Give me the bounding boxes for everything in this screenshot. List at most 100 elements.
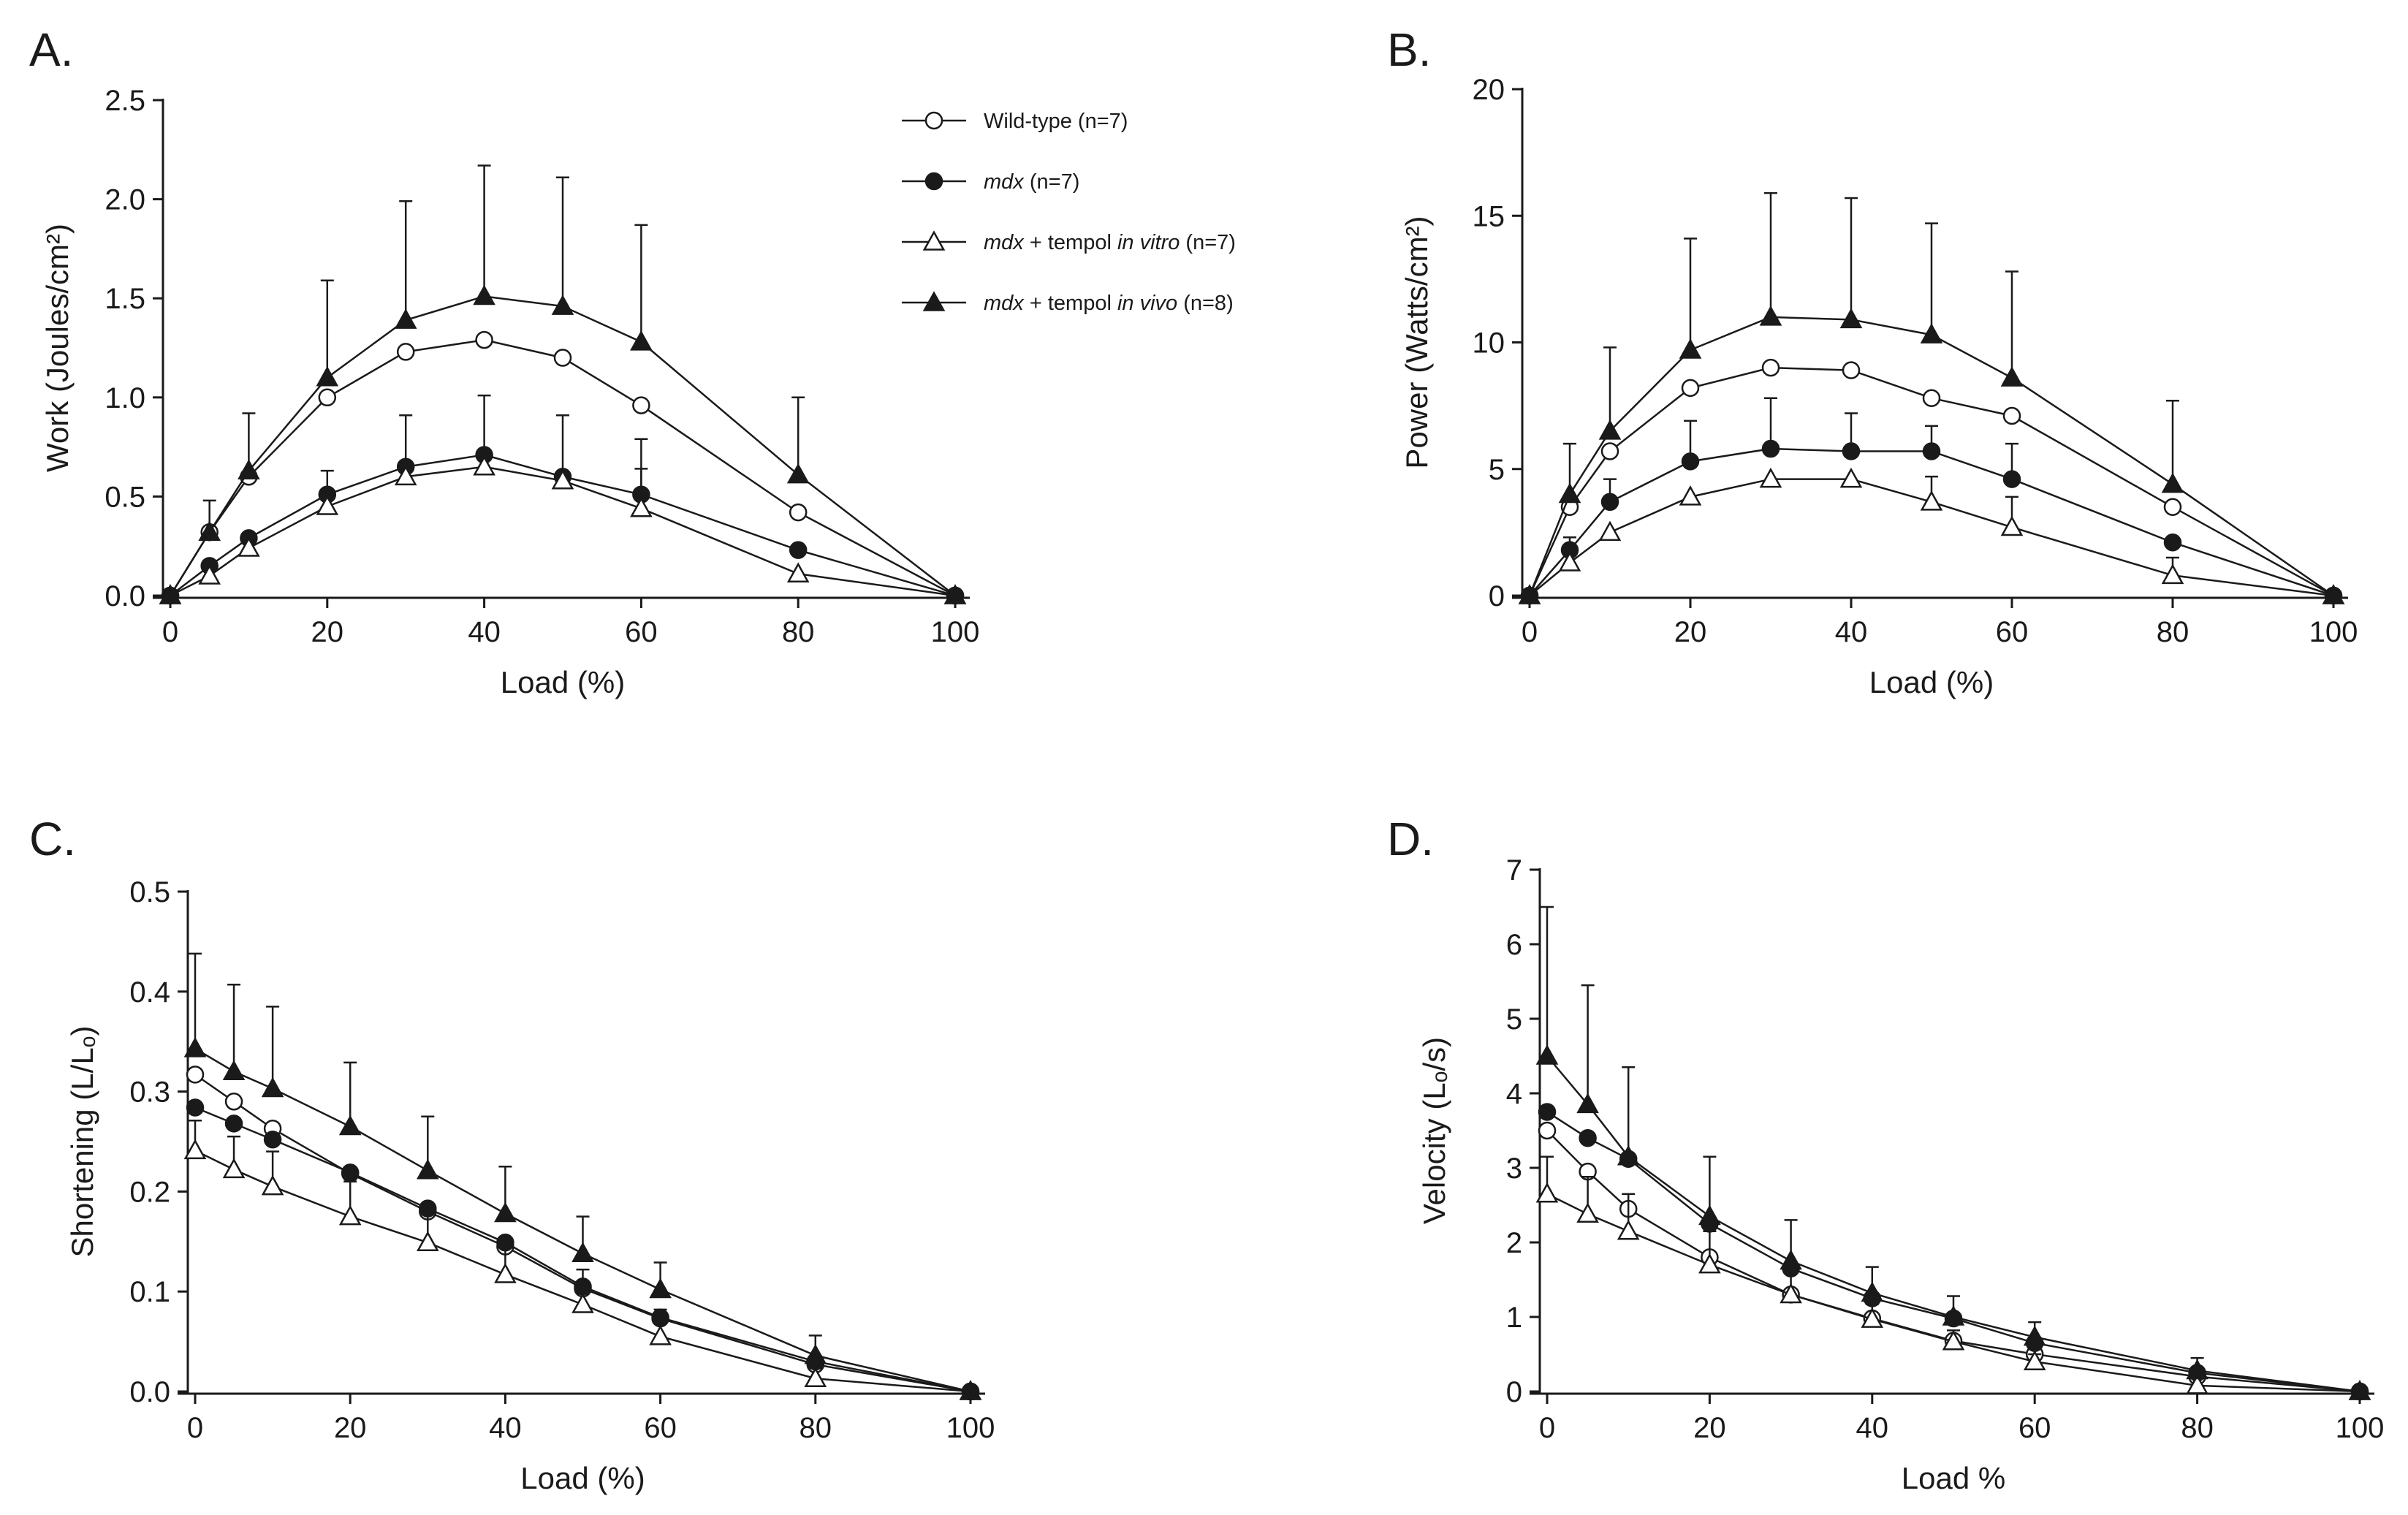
x-axis-title: Load (%) xyxy=(520,1461,645,1495)
data-point xyxy=(2161,472,2184,493)
x-tick-label: 0 xyxy=(162,616,178,648)
data-point xyxy=(1538,1103,1557,1121)
series-2 xyxy=(161,394,965,605)
legend-label-text: (n=8) xyxy=(1177,292,1234,315)
data-point xyxy=(263,1131,282,1149)
data-point xyxy=(1922,442,1941,460)
series-4 xyxy=(1535,905,2371,1400)
y-tick-label: 3 xyxy=(1506,1153,1522,1185)
x-tick-label: 60 xyxy=(1996,616,2029,648)
legend-marker xyxy=(922,230,946,251)
chart-panel-3: C. 0.0 0.1 0.2 0.3 0.4 0.5 0 20 40 60 80 100 Load (%)… xyxy=(29,813,995,1495)
data-point xyxy=(1920,490,1943,511)
legend-label-italic: in vivo xyxy=(1117,292,1177,315)
data-point xyxy=(1759,305,1782,326)
data-point xyxy=(2002,470,2021,488)
data-point xyxy=(789,541,808,559)
data-point xyxy=(2023,1350,2046,1371)
legend-entry: mdx (n=7) xyxy=(902,170,1079,194)
data-point xyxy=(804,1367,827,1388)
series-4 xyxy=(159,164,967,604)
data-point xyxy=(396,343,415,361)
data-point xyxy=(1780,1283,1802,1304)
panel-letter: C. xyxy=(29,813,76,865)
series-line xyxy=(169,295,956,596)
y-tick-label: 0.3 xyxy=(129,1077,170,1109)
series-line xyxy=(170,454,956,597)
y-tick-label: 1.0 xyxy=(105,382,145,414)
y-tick-label: 0.0 xyxy=(105,580,145,612)
series-line xyxy=(170,466,956,597)
x-tick-label: 20 xyxy=(1693,1412,1726,1444)
data-point xyxy=(2163,533,2182,552)
data-point xyxy=(159,584,182,604)
legend-marker xyxy=(922,291,946,311)
series-line xyxy=(1546,1193,2360,1393)
data-point xyxy=(1576,1093,1599,1114)
legend-label-text: + tempol xyxy=(1024,292,1117,315)
y-tick-label: 0 xyxy=(1489,580,1505,612)
series-4 xyxy=(1518,191,2345,604)
y-tick-label: 2 xyxy=(1506,1227,1522,1259)
y-tick-label: 0.2 xyxy=(129,1176,170,1208)
data-point xyxy=(943,584,967,604)
legend-label: Wild-type (n=7) xyxy=(984,110,1128,133)
data-point xyxy=(1842,442,1861,460)
data-point xyxy=(222,1158,246,1179)
data-point xyxy=(186,1066,205,1084)
x-tick-label: 60 xyxy=(2018,1412,2051,1444)
data-point xyxy=(2322,584,2345,604)
y-tick-label: 7 xyxy=(1506,854,1522,886)
series-line xyxy=(1529,478,2334,597)
x-tick-label: 20 xyxy=(311,616,344,648)
data-point xyxy=(1576,1202,1599,1223)
x-tick-label: 100 xyxy=(931,616,980,648)
data-point xyxy=(473,284,495,305)
series-line xyxy=(194,1150,971,1393)
x-tick-label: 20 xyxy=(1674,616,1707,648)
data-point xyxy=(1558,482,1581,504)
x-tick-label: 20 xyxy=(334,1412,367,1444)
data-point xyxy=(316,365,339,387)
data-point xyxy=(2348,1380,2371,1400)
data-point xyxy=(183,1037,207,1058)
y-tick-label: 0.4 xyxy=(129,976,170,1009)
data-point xyxy=(261,1174,284,1196)
legend-label-text: Wild-type (n=7) xyxy=(984,110,1128,133)
data-point xyxy=(786,463,810,484)
y-tick-label: 0.5 xyxy=(105,481,145,513)
x-tick-label: 100 xyxy=(2309,616,2358,648)
data-point xyxy=(238,459,260,479)
data-point xyxy=(632,396,650,414)
legend-marker xyxy=(924,111,943,130)
data-point xyxy=(2161,563,2184,585)
data-point xyxy=(224,1115,243,1133)
data-point xyxy=(1780,1249,1802,1270)
data-point xyxy=(786,562,810,582)
y-tick-label: 2.5 xyxy=(105,85,145,117)
data-point xyxy=(261,1077,284,1098)
data-point xyxy=(2023,1325,2046,1346)
data-point xyxy=(2186,1374,2208,1394)
data-point xyxy=(1920,323,1943,343)
data-point xyxy=(1842,361,1861,379)
y-tick-label: 5 xyxy=(1506,1003,1522,1036)
data-point xyxy=(186,1098,205,1117)
y-axis-title: Power (Watts/cm²) xyxy=(1399,216,1434,468)
legend: Wild-type (n=7)mdx (n=7)mdx + tempol in … xyxy=(902,110,1236,315)
series-3 xyxy=(183,1120,982,1400)
data-point xyxy=(224,1093,243,1111)
data-point xyxy=(1598,419,1622,440)
y-axis-title: Work (Joules/cm²) xyxy=(40,224,75,472)
data-point xyxy=(1861,1281,1884,1302)
x-axis-title: Load % xyxy=(1902,1461,2005,1495)
data-point xyxy=(1861,1307,1884,1328)
y-axis-title: Shortening (L/Lₒ) xyxy=(65,1025,99,1257)
y-tick-label: 5 xyxy=(1489,454,1505,486)
series-4 xyxy=(183,952,982,1400)
data-point xyxy=(1535,1182,1559,1203)
data-point xyxy=(494,1263,517,1283)
chart-panel-2: B. 0 5 10 15 20 0 20 40 60 80 100 Load (%) Power (Wat… xyxy=(1387,23,2358,699)
data-point xyxy=(804,1343,827,1364)
x-tick-label: 40 xyxy=(1856,1412,1889,1444)
